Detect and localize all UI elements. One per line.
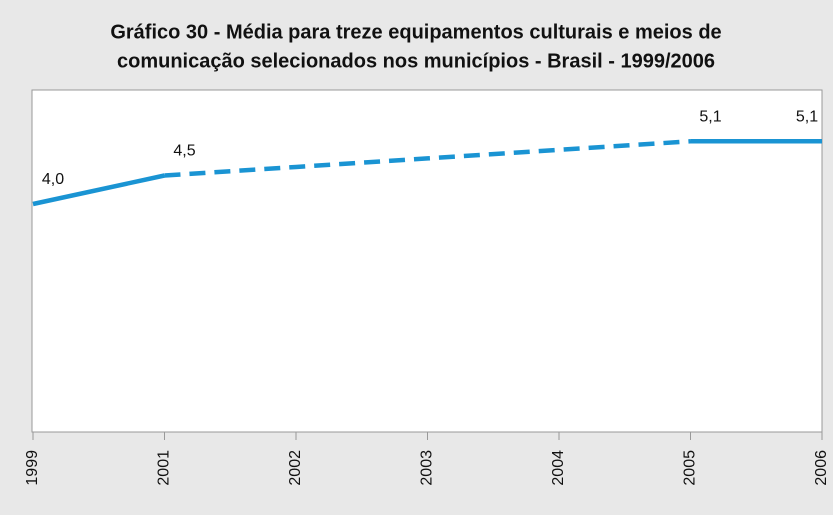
data-label: 4,0 bbox=[42, 171, 64, 188]
x-tick-label: 2002 bbox=[287, 450, 304, 486]
chart-title: Gráfico 30 - Média para treze equipament… bbox=[110, 21, 721, 43]
x-tick-label: 2001 bbox=[156, 450, 173, 486]
x-tick-label: 2006 bbox=[813, 450, 830, 486]
x-tick-label: 2004 bbox=[550, 450, 567, 486]
data-label: 5,1 bbox=[699, 109, 721, 126]
line bbox=[32, 173, 165, 207]
x-tick-label: 2003 bbox=[419, 450, 436, 486]
x-tick-label: 1999 bbox=[24, 450, 41, 486]
x-tick-label: 2005 bbox=[682, 450, 699, 486]
data-label: 5,1 bbox=[796, 109, 818, 126]
chart-title: comunicação selecionados nos municípios … bbox=[117, 50, 715, 72]
line bbox=[164, 139, 691, 178]
data-label: 4,5 bbox=[173, 143, 195, 160]
plot-area bbox=[31, 89, 823, 433]
